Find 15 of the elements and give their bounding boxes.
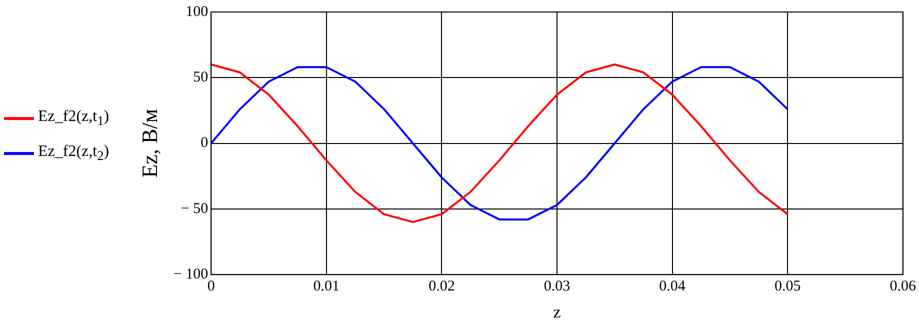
legend-label: Ez_f2(z,t$_{1}$): [38, 108, 110, 130]
y-tick-label: − 50: [180, 200, 208, 217]
x-axis-title: z: [553, 302, 562, 322]
y-tick-label: − 100: [173, 266, 208, 283]
x-tick-label: 0.05: [774, 278, 801, 295]
y-tick-label: 100: [186, 4, 208, 20]
x-tick-label: 0.06: [890, 278, 916, 295]
legend-label: Ez_f2(z,t$_{2}$): [38, 143, 110, 164]
x-tick-label: 0.01: [313, 278, 340, 295]
x-tick-label: 0.02: [428, 278, 455, 295]
y-tick-label: 50: [193, 70, 208, 86]
x-tick-label: 0.04: [659, 278, 686, 295]
y-tick-label: 0: [200, 135, 208, 152]
y-axis-title: Ez, В/м: [136, 108, 162, 178]
x-tick-label: 0.03: [544, 278, 570, 295]
